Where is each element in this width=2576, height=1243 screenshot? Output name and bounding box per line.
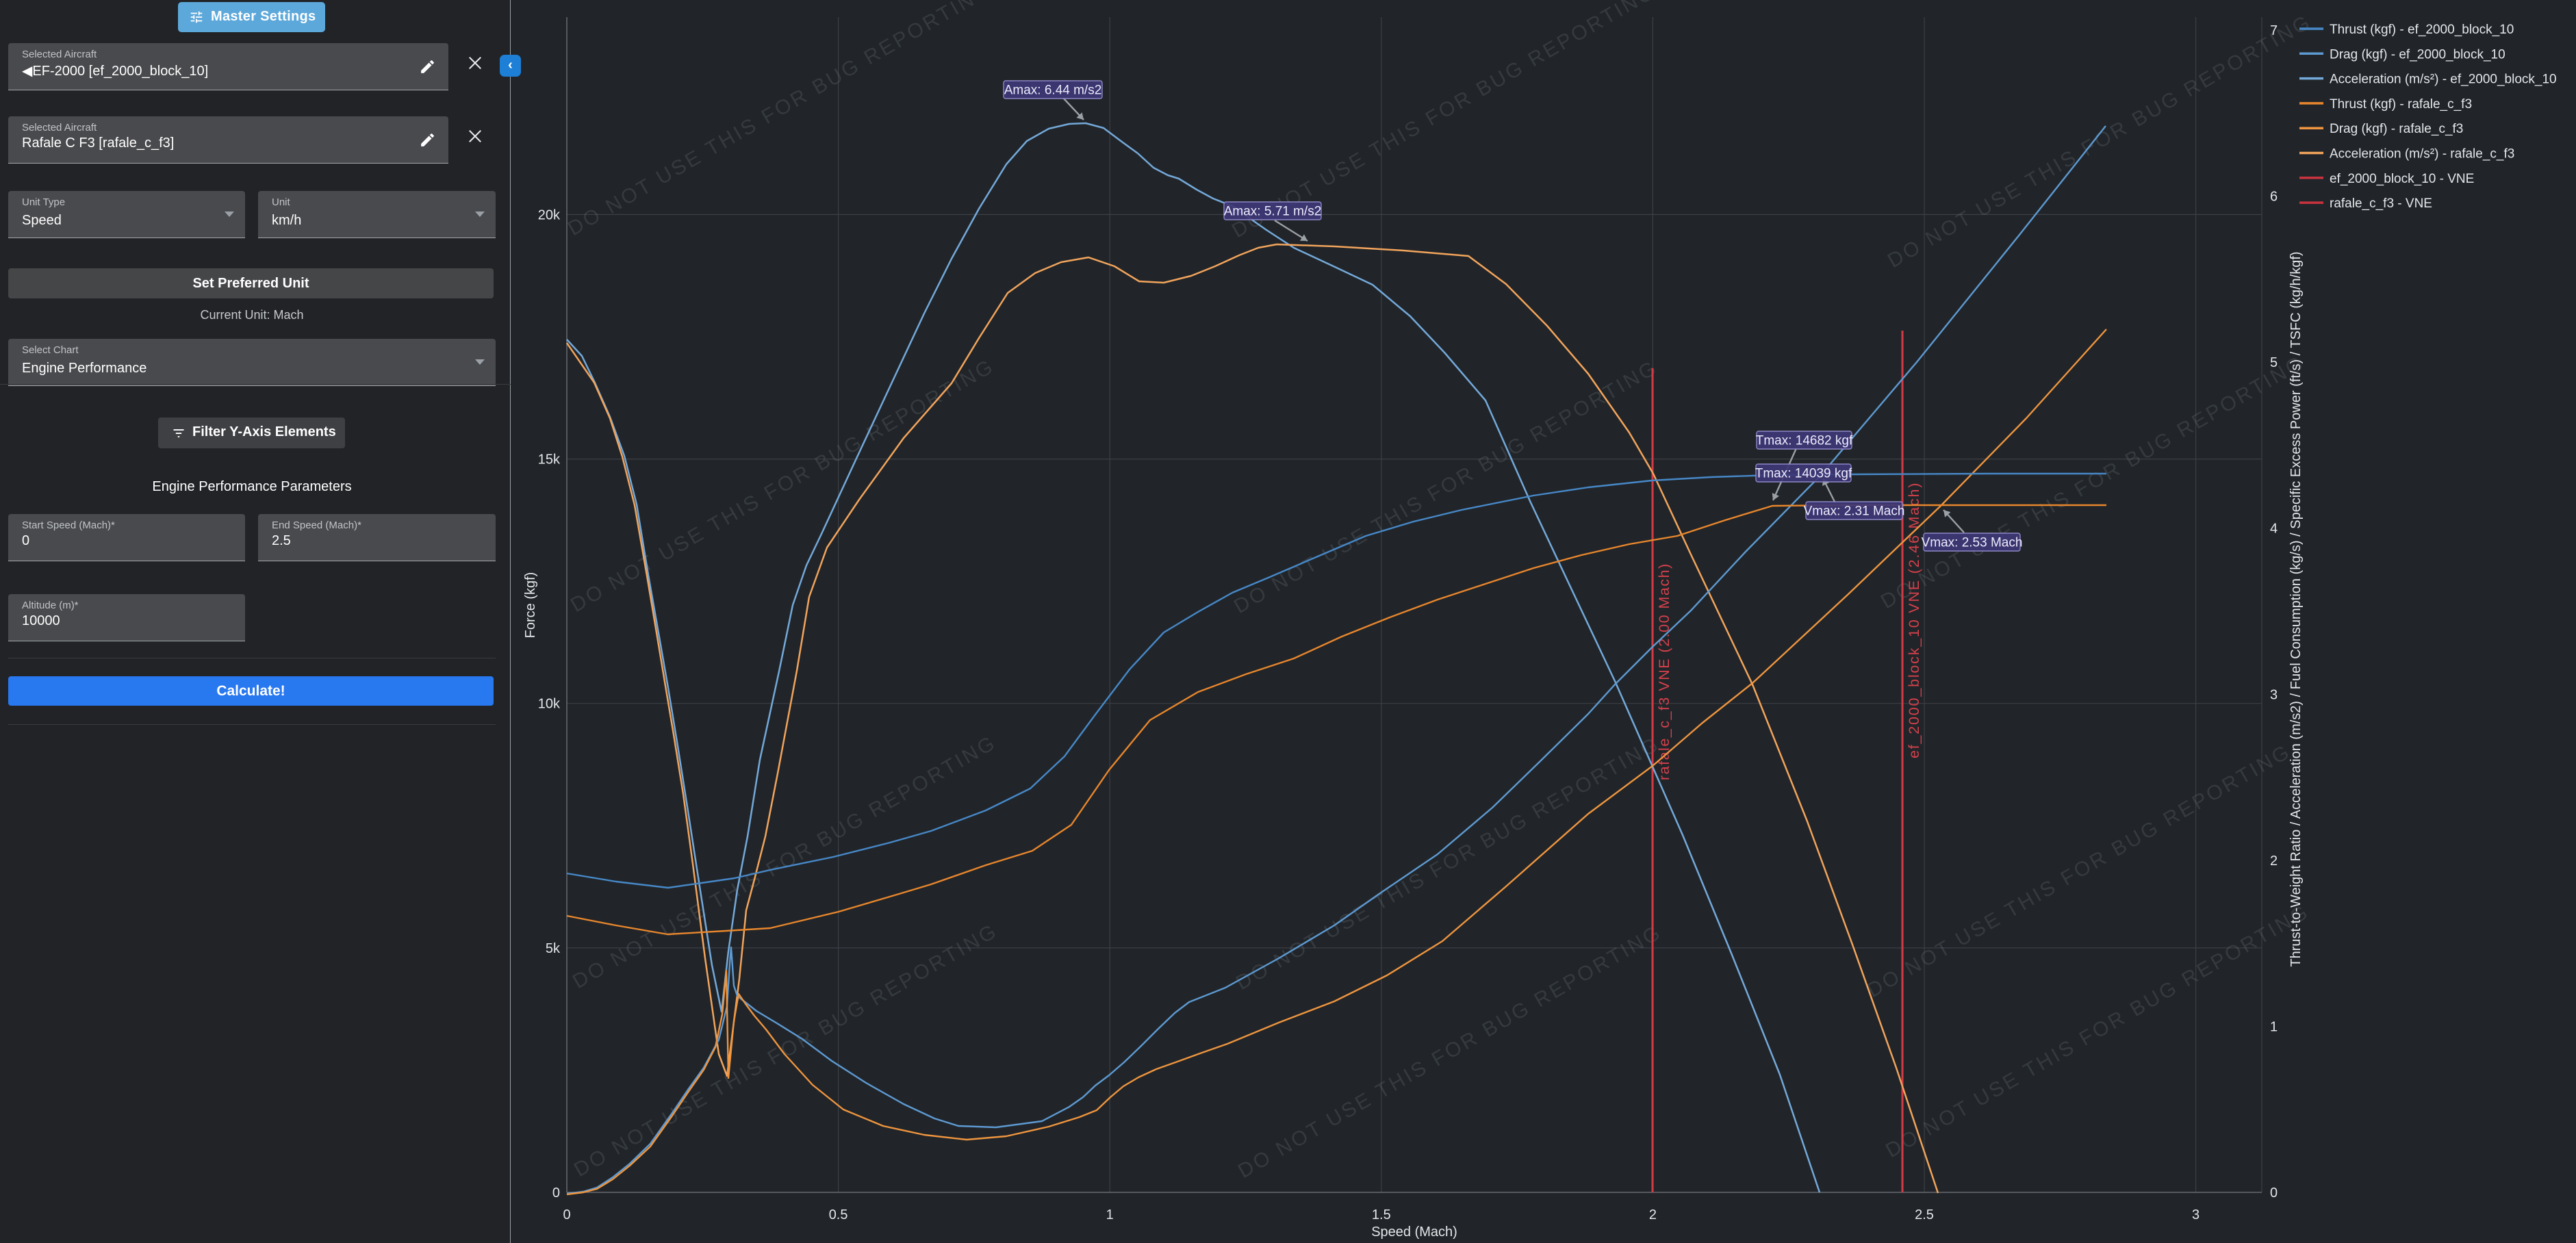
- svg-text:Force (kgf): Force (kgf): [523, 572, 538, 639]
- svg-text:ef_2000_block_10 - VNE: ef_2000_block_10 - VNE: [2330, 172, 2474, 186]
- svg-text:2: 2: [2270, 854, 2278, 869]
- svg-text:2: 2: [1649, 1207, 1657, 1222]
- svg-text:3: 3: [2270, 687, 2278, 702]
- svg-text:5k: 5k: [546, 941, 561, 956]
- svg-text:DO NOT USE THIS FOR BUG REPORT: DO NOT USE THIS FOR BUG REPORTING: [1877, 351, 2308, 613]
- svg-text:0: 0: [552, 1186, 560, 1201]
- svg-text:5: 5: [2270, 355, 2278, 370]
- svg-text:20k: 20k: [538, 207, 561, 222]
- svg-text:15k: 15k: [538, 452, 561, 467]
- svg-text:Acceleration (m/s²) - rafale_c: Acceleration (m/s²) - rafale_c_f3: [2330, 147, 2514, 162]
- svg-text:7: 7: [2270, 23, 2278, 38]
- svg-text:10k: 10k: [538, 697, 561, 712]
- svg-text:Amax: 5.71 m/s2: Amax: 5.71 m/s2: [1224, 205, 1322, 219]
- svg-text:Drag (kgf) - rafale_c_f3: Drag (kgf) - rafale_c_f3: [2330, 122, 2463, 136]
- svg-text:Vmax: 2.31 Mach: Vmax: 2.31 Mach: [1804, 504, 1905, 519]
- svg-text:Vmax: 2.53 Mach: Vmax: 2.53 Mach: [1922, 536, 2023, 550]
- svg-text:Drag (kgf) - ef_2000_block_10: Drag (kgf) - ef_2000_block_10: [2330, 47, 2505, 62]
- svg-text:Tmax: 14682 kgf: Tmax: 14682 kgf: [1756, 434, 1853, 448]
- svg-text:rafale_c_f3 VNE (2.00 Mach): rafale_c_f3 VNE (2.00 Mach): [1656, 563, 1672, 780]
- svg-text:Thrust (kgf) - rafale_c_f3: Thrust (kgf) - rafale_c_f3: [2330, 97, 2472, 112]
- svg-text:1: 1: [2270, 1019, 2278, 1034]
- svg-text:0: 0: [563, 1207, 570, 1222]
- svg-text:0: 0: [2270, 1186, 2278, 1201]
- svg-text:1.5: 1.5: [1372, 1207, 1391, 1222]
- svg-text:Thrust (kgf) - ef_2000_block_1: Thrust (kgf) - ef_2000_block_10: [2330, 23, 2514, 37]
- svg-text:4: 4: [2270, 522, 2278, 537]
- svg-text:6: 6: [2270, 190, 2278, 205]
- svg-text:DO NOT USE THIS FOR BUG REPORT: DO NOT USE THIS FOR BUG REPORTING: [564, 0, 995, 240]
- svg-text:3: 3: [2192, 1207, 2199, 1222]
- svg-text:Acceleration (m/s²) - ef_2000_: Acceleration (m/s²) - ef_2000_block_10: [2330, 73, 2557, 87]
- svg-text:2.5: 2.5: [1915, 1207, 1934, 1222]
- svg-text:0.5: 0.5: [829, 1207, 848, 1222]
- svg-text:Tmax: 14039 kgf: Tmax: 14039 kgf: [1755, 467, 1852, 481]
- svg-text:DO NOT USE THIS FOR BUG REPORT: DO NOT USE THIS FOR BUG REPORTING: [1884, 10, 2315, 272]
- svg-text:ef_2000_block_10 VNE (2.46 Mac: ef_2000_block_10 VNE (2.46 Mach): [1906, 482, 1922, 758]
- svg-text:Thrust-to-Weight Ratio / Accel: Thrust-to-Weight Ratio / Acceleration (m…: [2288, 251, 2304, 966]
- svg-text:rafale_c_f3 - VNE: rafale_c_f3 - VNE: [2330, 196, 2432, 211]
- svg-text:Amax: 6.44 m/s2: Amax: 6.44 m/s2: [1004, 84, 1102, 98]
- svg-text:1: 1: [1106, 1207, 1114, 1222]
- svg-text:Speed (Mach): Speed (Mach): [1371, 1225, 1457, 1240]
